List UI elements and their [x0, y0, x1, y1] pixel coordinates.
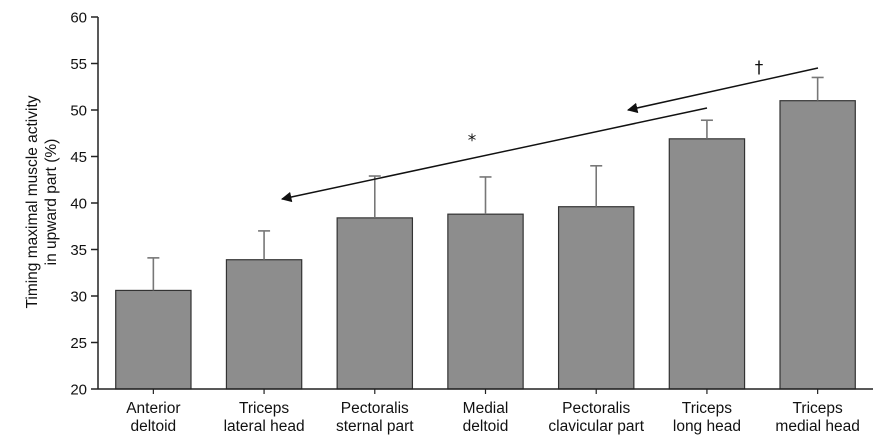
- x-tick-label: Anterior: [126, 400, 180, 417]
- x-tick-label: medial head: [775, 418, 859, 435]
- bar: [225, 259, 303, 390]
- error-bars-group: [147, 76, 824, 291]
- significance-dagger: †: [755, 58, 764, 78]
- y-tick-label: 25: [70, 335, 87, 352]
- x-tick-label: sternal part: [336, 418, 414, 435]
- annotations: * †: [280, 58, 819, 203]
- y-tick-label: 60: [70, 10, 87, 27]
- significance-star: *: [468, 131, 477, 151]
- y-axis-title-line2: in upward part (%): [43, 139, 60, 266]
- bar: [668, 138, 746, 390]
- x-tick-label: clavicular part: [548, 418, 644, 435]
- x-tick-label: Medial: [463, 400, 509, 417]
- arrow-star: [280, 107, 708, 203]
- y-tick-label: 40: [70, 196, 87, 213]
- x-tick-label: Pectoralis: [562, 400, 630, 417]
- x-tick-label: deltoid: [131, 418, 177, 435]
- y-tick-label: 30: [70, 289, 87, 306]
- x-tick-label: Triceps: [682, 400, 732, 417]
- bar: [779, 100, 856, 390]
- y-tick-label: 50: [70, 103, 87, 120]
- bars-group: [115, 100, 856, 390]
- arrow-dagger: [626, 67, 819, 114]
- y-tick-label: 35: [70, 242, 87, 259]
- y-tick-label: 20: [70, 382, 87, 399]
- x-tick-label: Triceps: [239, 400, 289, 417]
- x-tick-label: Triceps: [793, 400, 843, 417]
- x-tick-label: lateral head: [224, 418, 305, 435]
- y-tick-label: 45: [70, 149, 87, 166]
- x-tick-label: Pectoralis: [341, 400, 409, 417]
- x-tick-label: deltoid: [463, 418, 509, 435]
- bar: [557, 206, 635, 390]
- y-tick-label: 55: [70, 56, 87, 73]
- bar: [447, 213, 524, 390]
- y-ticks-group: 20 25 30 35 40 45 50 55 60: [70, 10, 98, 399]
- bar: [336, 217, 414, 390]
- bar: [115, 289, 192, 390]
- x-tick-label: long head: [673, 418, 741, 435]
- y-axis-title-line1: Timing maximal muscle activity: [24, 95, 41, 308]
